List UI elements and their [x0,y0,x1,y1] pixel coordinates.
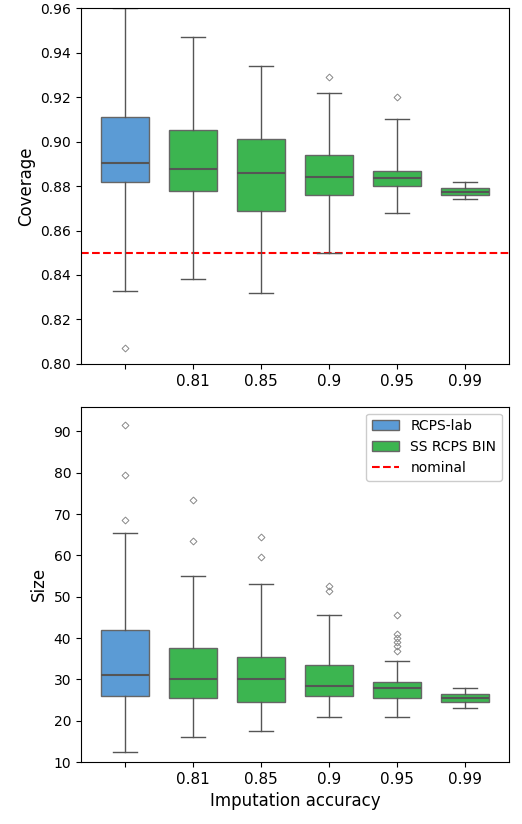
PathPatch shape [101,117,149,181]
PathPatch shape [237,657,284,702]
Legend: RCPS-lab, SS RCPS BIN, nominal: RCPS-lab, SS RCPS BIN, nominal [366,414,502,480]
Y-axis label: Coverage: Coverage [17,147,35,226]
PathPatch shape [441,188,489,195]
PathPatch shape [305,155,353,195]
PathPatch shape [237,139,284,210]
PathPatch shape [373,171,421,186]
PathPatch shape [169,648,217,698]
PathPatch shape [305,665,353,696]
PathPatch shape [373,681,421,698]
PathPatch shape [441,694,489,702]
X-axis label: Imputation accuracy: Imputation accuracy [210,793,380,811]
PathPatch shape [169,130,217,190]
Y-axis label: Size: Size [30,567,48,602]
PathPatch shape [101,630,149,696]
